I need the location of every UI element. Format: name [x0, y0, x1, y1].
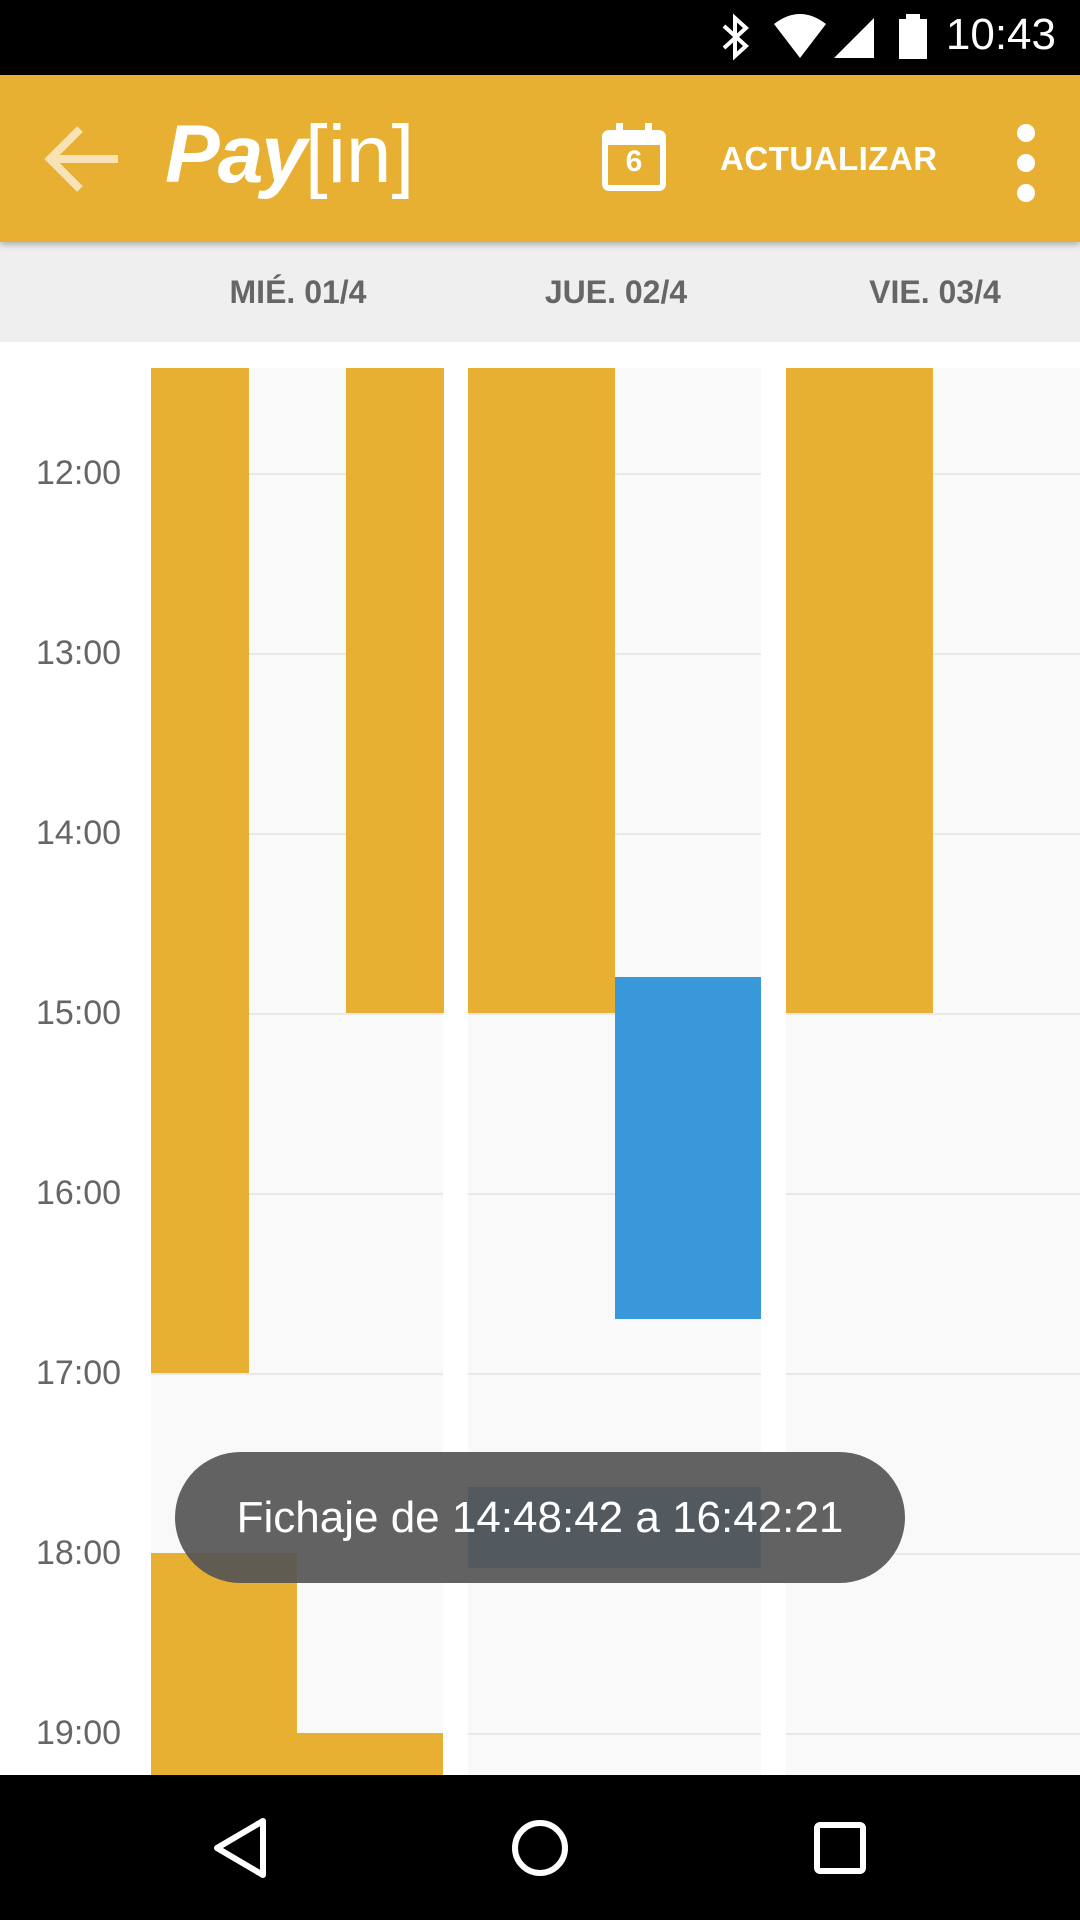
logo-in: [in]	[304, 109, 415, 200]
hour-gridline	[786, 1193, 1080, 1195]
hour-gridline	[786, 833, 1080, 835]
hour-gridline	[786, 1733, 1080, 1735]
bluetooth-icon	[722, 13, 749, 61]
calendar-glyph-icon	[602, 123, 666, 191]
hour-label: 19:00	[36, 1714, 122, 1752]
toast-message: Fichaje de 14:48:42 a 16:42:21	[175, 1452, 905, 1583]
hour-label: 12:00	[36, 454, 122, 492]
hour-gridline	[151, 1013, 443, 1015]
overflow-menu-icon[interactable]	[1010, 123, 1042, 203]
back-triangle-icon[interactable]	[205, 1813, 275, 1883]
app-bar: Pay[in] 6 ACTUALIZAR	[0, 75, 1080, 242]
day-label-thu[interactable]: JUE. 02/4	[544, 274, 688, 310]
scheduled-shift-event[interactable]	[786, 368, 933, 1013]
scheduled-shift-event[interactable]	[468, 368, 615, 1013]
scheduled-shift-event[interactable]	[151, 1553, 297, 1775]
hour-gridline	[468, 1013, 761, 1015]
scheduled-shift-event[interactable]	[151, 368, 249, 1373]
clock-in-event[interactable]	[615, 977, 761, 1319]
scheduled-shift-event[interactable]	[297, 1733, 443, 1775]
hour-gridline	[468, 1733, 761, 1735]
hour-gridline	[151, 833, 443, 835]
nav-bar	[0, 1775, 1080, 1920]
hour-gridline	[151, 1373, 443, 1375]
app-logo: Pay[in]	[165, 105, 414, 205]
hour-label: 14:00	[36, 814, 122, 852]
calendar-day-number: 6	[625, 145, 643, 178]
hour-gridline	[151, 1193, 443, 1195]
cell-signal-icon	[834, 18, 874, 58]
status-bar: 10:43	[0, 0, 1080, 75]
hour-gridline	[786, 1553, 1080, 1555]
recents-square-icon[interactable]	[805, 1813, 875, 1883]
hour-gridline	[468, 1373, 761, 1375]
hour-gridline	[786, 473, 1080, 475]
clock: 10:43	[945, 10, 1056, 59]
hour-label: 13:00	[36, 634, 122, 672]
hour-gridline	[786, 653, 1080, 655]
hour-gridline	[151, 653, 443, 655]
hour-label: 15:00	[36, 994, 122, 1032]
back-arrow-icon[interactable]	[44, 123, 124, 195]
calendar-icon[interactable]: 6	[602, 123, 666, 191]
hour-gridline	[786, 1013, 1080, 1015]
hour-gridline	[468, 1193, 761, 1195]
battery-icon	[899, 14, 927, 59]
logo-pay: Pay	[165, 109, 307, 200]
scheduled-shift-event[interactable]	[346, 368, 444, 1013]
home-circle-icon[interactable]	[505, 1813, 575, 1883]
refresh-button[interactable]: ACTUALIZAR	[720, 140, 938, 177]
hour-label: 18:00	[36, 1534, 122, 1572]
day-label-wed[interactable]: MIÉ. 01/4	[229, 274, 367, 310]
hour-label: 17:00	[36, 1354, 122, 1392]
day-label-fri[interactable]: VIE. 03/4	[869, 274, 1001, 310]
hour-label: 16:00	[36, 1174, 122, 1212]
hour-gridline	[786, 1373, 1080, 1375]
hour-gridline	[151, 473, 443, 475]
wifi-icon	[774, 14, 826, 58]
day-header: MIÉ. 01/4 JUE. 02/4 VIE. 03/4	[0, 242, 1080, 342]
